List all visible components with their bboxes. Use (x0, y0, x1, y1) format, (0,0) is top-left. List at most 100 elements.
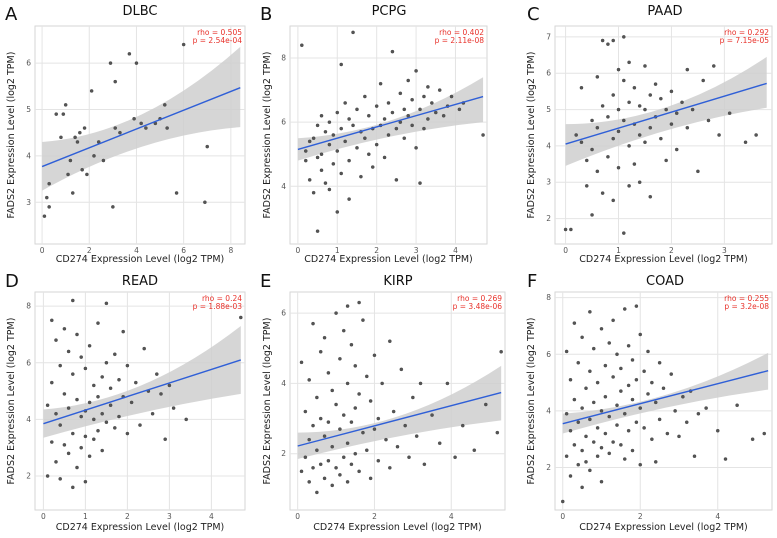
data-point (376, 416, 381, 421)
data-point (367, 114, 371, 118)
regression-line (297, 391, 502, 447)
data-point (664, 107, 668, 112)
data-point (378, 81, 383, 86)
x-axis-label: CD274 Expression Level (log2 TPM) (56, 254, 224, 265)
y-tick-label: 5 (26, 105, 31, 114)
data-point (716, 428, 720, 433)
data-point (626, 428, 631, 433)
panel-title: PCPG (372, 4, 407, 19)
data-point (117, 378, 121, 382)
data-point (414, 146, 418, 150)
y-tick-label: 2 (26, 472, 31, 481)
data-point (45, 474, 50, 478)
x-tick-label: 2 (374, 246, 379, 255)
data-point (307, 139, 312, 144)
confidence-band (297, 365, 502, 460)
data-point (326, 371, 331, 375)
data-point (113, 352, 117, 357)
data-point (347, 158, 351, 163)
data-point (150, 411, 155, 416)
y-axis-label: FADS2 Expression Level (log2 TPM) (526, 318, 537, 485)
data-point (638, 462, 643, 467)
x-tick-label: 3 (414, 246, 419, 255)
data-point (66, 451, 71, 456)
data-point (418, 107, 422, 112)
y-tick-label: 4 (281, 379, 286, 388)
y-tick-label: 6 (281, 118, 286, 127)
data-point (603, 363, 608, 368)
data-point (414, 69, 418, 73)
data-point (144, 126, 148, 130)
data-point (315, 448, 319, 452)
x-tick-label: 2 (638, 512, 643, 521)
data-point (580, 406, 584, 410)
data-point (584, 460, 588, 464)
data-point (750, 437, 755, 441)
data-point (307, 480, 311, 484)
data-point (584, 386, 588, 391)
y-axis-label: FADS2 Expression Level (log2 TPM) (262, 318, 273, 485)
data-point (59, 135, 63, 140)
data-point (685, 420, 689, 424)
panel-d: 0 1 2 3 4 2 4 6 8 rho = 0.24p = 1.88e-03 D READ CD27… (5, 271, 246, 533)
regression-line (562, 370, 769, 425)
data-point (607, 341, 612, 345)
data-point (92, 437, 96, 441)
data-point (58, 477, 62, 481)
data-point (568, 474, 573, 478)
p-value-label: p = 2.54e-04 (193, 36, 243, 45)
data-point (619, 389, 623, 393)
data-point (355, 107, 359, 112)
data-point (339, 126, 343, 131)
data-point (592, 440, 596, 444)
data-point (388, 339, 392, 343)
data-point (677, 434, 681, 439)
data-point (685, 125, 690, 130)
data-point (595, 426, 600, 430)
panel-letter: A (5, 4, 18, 25)
data-point (637, 104, 642, 108)
data-point (322, 476, 327, 481)
data-point (630, 397, 635, 402)
x-tick-label: 3 (167, 512, 172, 521)
data-point (627, 144, 631, 148)
x-tick-label: 0 (560, 512, 565, 521)
data-point (398, 91, 403, 96)
data-point (422, 462, 427, 467)
data-point (78, 130, 82, 135)
data-point (754, 133, 758, 137)
data-point (315, 123, 320, 128)
data-point (430, 413, 434, 417)
regression-line (43, 359, 242, 425)
data-point (390, 110, 395, 115)
data-point (343, 101, 347, 105)
data-point (205, 144, 209, 149)
data-point (129, 400, 134, 405)
x-tick-label: 2 (669, 246, 674, 255)
data-point (669, 372, 674, 376)
data-point (363, 136, 367, 140)
data-point (335, 110, 340, 115)
data-point (361, 430, 365, 435)
data-point (674, 147, 679, 152)
data-point (712, 64, 716, 68)
data-point (87, 454, 92, 458)
y-tick-label: 8 (546, 293, 551, 302)
data-point (453, 455, 457, 460)
data-point (410, 97, 414, 102)
regression-line (41, 87, 241, 168)
data-point (318, 350, 323, 354)
panel-letter: C (527, 4, 540, 25)
data-point (595, 169, 600, 174)
data-point (331, 133, 336, 137)
data-point (434, 110, 438, 115)
data-point (42, 214, 47, 218)
data-point (113, 79, 117, 84)
data-point (127, 52, 132, 56)
data-point (374, 104, 379, 108)
data-point (307, 378, 311, 382)
data-point (599, 445, 604, 450)
data-point (696, 411, 701, 416)
data-point (437, 441, 442, 445)
